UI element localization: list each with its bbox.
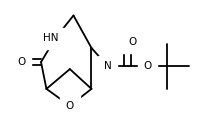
Text: HN: HN xyxy=(43,33,59,43)
Text: N: N xyxy=(104,61,112,71)
Text: O: O xyxy=(143,61,151,71)
Text: O: O xyxy=(17,57,25,67)
Text: O: O xyxy=(66,101,74,111)
Text: O: O xyxy=(128,37,136,47)
